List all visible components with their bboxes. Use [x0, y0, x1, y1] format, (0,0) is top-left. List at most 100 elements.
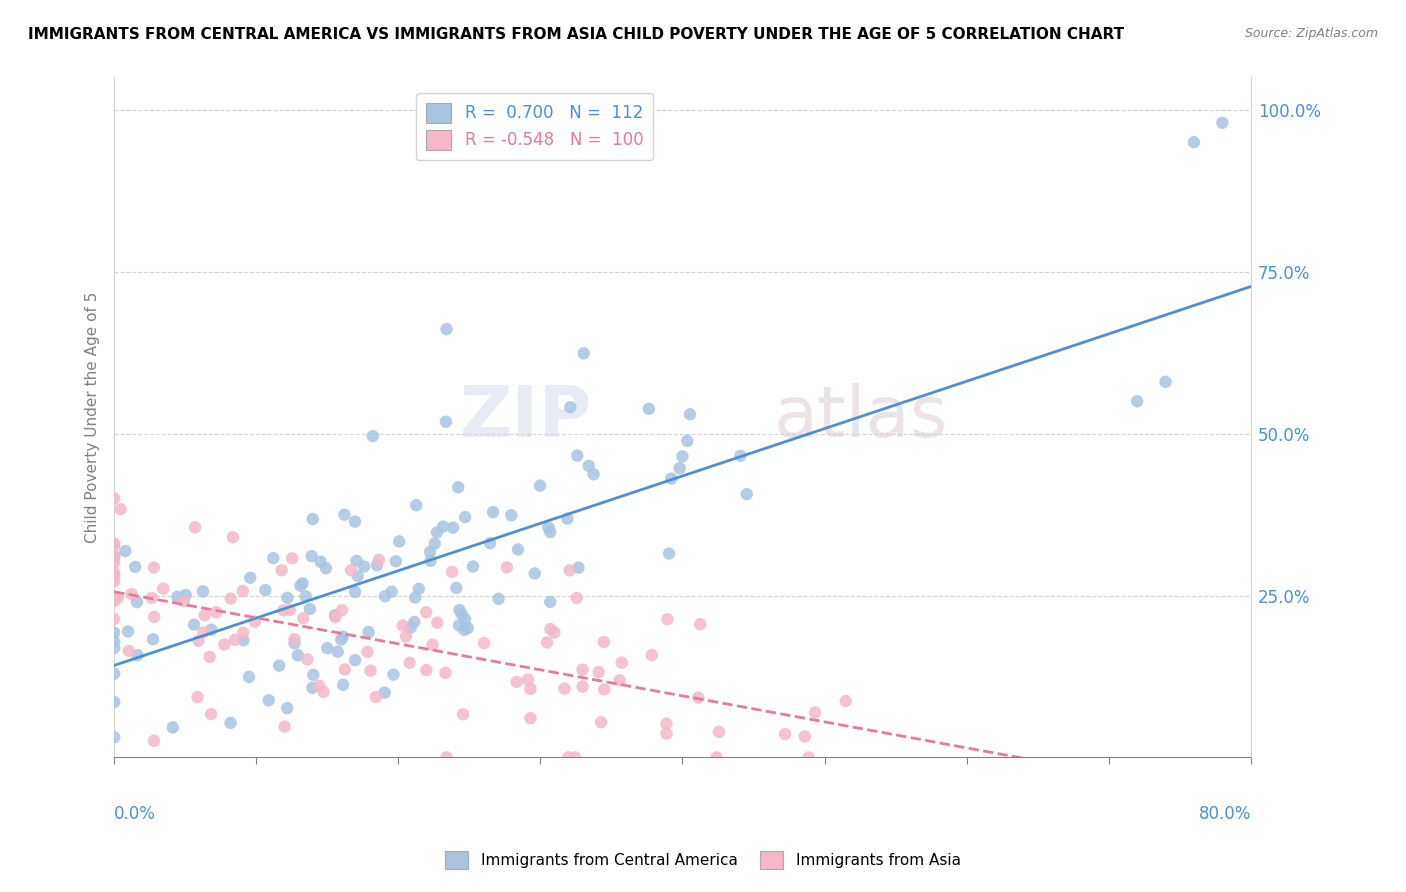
Point [565, 591, 588, 605]
Point [205, 605, 228, 619]
Legend: Immigrants from Central America, Immigrants from Asia: Immigrants from Central America, Immigra… [439, 845, 967, 875]
Point [432, 519, 454, 533]
Point [451, 707, 474, 722]
Point [269, 658, 291, 673]
Point [436, 322, 458, 336]
Point [173, 594, 195, 608]
Point [291, 576, 314, 591]
Point [793, 730, 815, 744]
Point [273, 719, 295, 733]
Point [578, 458, 600, 473]
Point [103, 556, 125, 570]
Point [298, 602, 321, 616]
Point [434, 415, 457, 429]
Point [441, 565, 464, 579]
Point [330, 603, 353, 617]
Point [309, 555, 332, 569]
Point [426, 525, 449, 540]
Point [671, 450, 693, 464]
Point [450, 607, 472, 622]
Point [609, 673, 631, 688]
Point [326, 645, 349, 659]
Point [276, 701, 298, 715]
Point [200, 623, 222, 637]
Point [797, 750, 820, 764]
Point [588, 665, 610, 679]
Point [408, 582, 430, 596]
Point [482, 505, 505, 519]
Point [353, 559, 375, 574]
Point [103, 538, 125, 552]
Point [395, 630, 418, 644]
Text: Source: ZipAtlas.com: Source: ZipAtlas.com [1244, 27, 1378, 40]
Point [517, 673, 540, 687]
Text: ZIP: ZIP [460, 383, 592, 452]
Point [593, 682, 616, 697]
Point [560, 400, 582, 414]
Point [374, 686, 396, 700]
Point [103, 695, 125, 709]
Point [558, 563, 581, 577]
Point [658, 547, 681, 561]
Point [152, 582, 174, 596]
Point [312, 685, 335, 699]
Point [538, 524, 561, 539]
Point [191, 584, 214, 599]
Point [361, 429, 384, 443]
Point [676, 434, 699, 448]
Point [239, 571, 262, 585]
Point [193, 625, 215, 640]
Point [162, 720, 184, 734]
Point [301, 681, 323, 695]
Point [143, 610, 166, 624]
Point [103, 591, 125, 606]
Point [572, 346, 595, 360]
Point [340, 563, 363, 577]
Point [405, 498, 427, 512]
Point [297, 652, 319, 666]
Point [454, 510, 477, 524]
Point [118, 644, 141, 658]
Point [103, 612, 125, 626]
Point [434, 665, 457, 680]
Point [479, 536, 502, 550]
Point [315, 561, 337, 575]
Point [659, 472, 682, 486]
Point [344, 585, 367, 599]
Point [436, 750, 458, 764]
Point [103, 536, 125, 550]
Point [364, 690, 387, 705]
Legend: R =  0.700   N =  112, R = -0.548   N =  100: R = 0.700 N = 112, R = -0.548 N = 100 [416, 93, 654, 160]
Point [679, 407, 702, 421]
Point [537, 520, 560, 534]
Point [457, 621, 479, 635]
Point [501, 508, 523, 523]
Point [689, 617, 711, 632]
Point [232, 584, 254, 599]
Point [567, 449, 589, 463]
Point [453, 623, 475, 637]
Point [1126, 394, 1149, 409]
Point [804, 706, 827, 720]
Point [368, 553, 391, 567]
Point [103, 566, 125, 580]
Point [441, 521, 464, 535]
Point [543, 625, 565, 640]
Point [382, 667, 405, 681]
Point [557, 511, 579, 525]
Point [374, 589, 396, 603]
Point [454, 612, 477, 626]
Point [238, 670, 260, 684]
Point [529, 478, 551, 492]
Point [114, 544, 136, 558]
Point [610, 656, 633, 670]
Point [107, 591, 129, 605]
Point [571, 663, 593, 677]
Point [219, 591, 242, 606]
Point [357, 625, 380, 640]
Point [591, 715, 613, 730]
Point [398, 656, 420, 670]
Point [332, 630, 354, 644]
Point [388, 534, 411, 549]
Point [707, 724, 730, 739]
